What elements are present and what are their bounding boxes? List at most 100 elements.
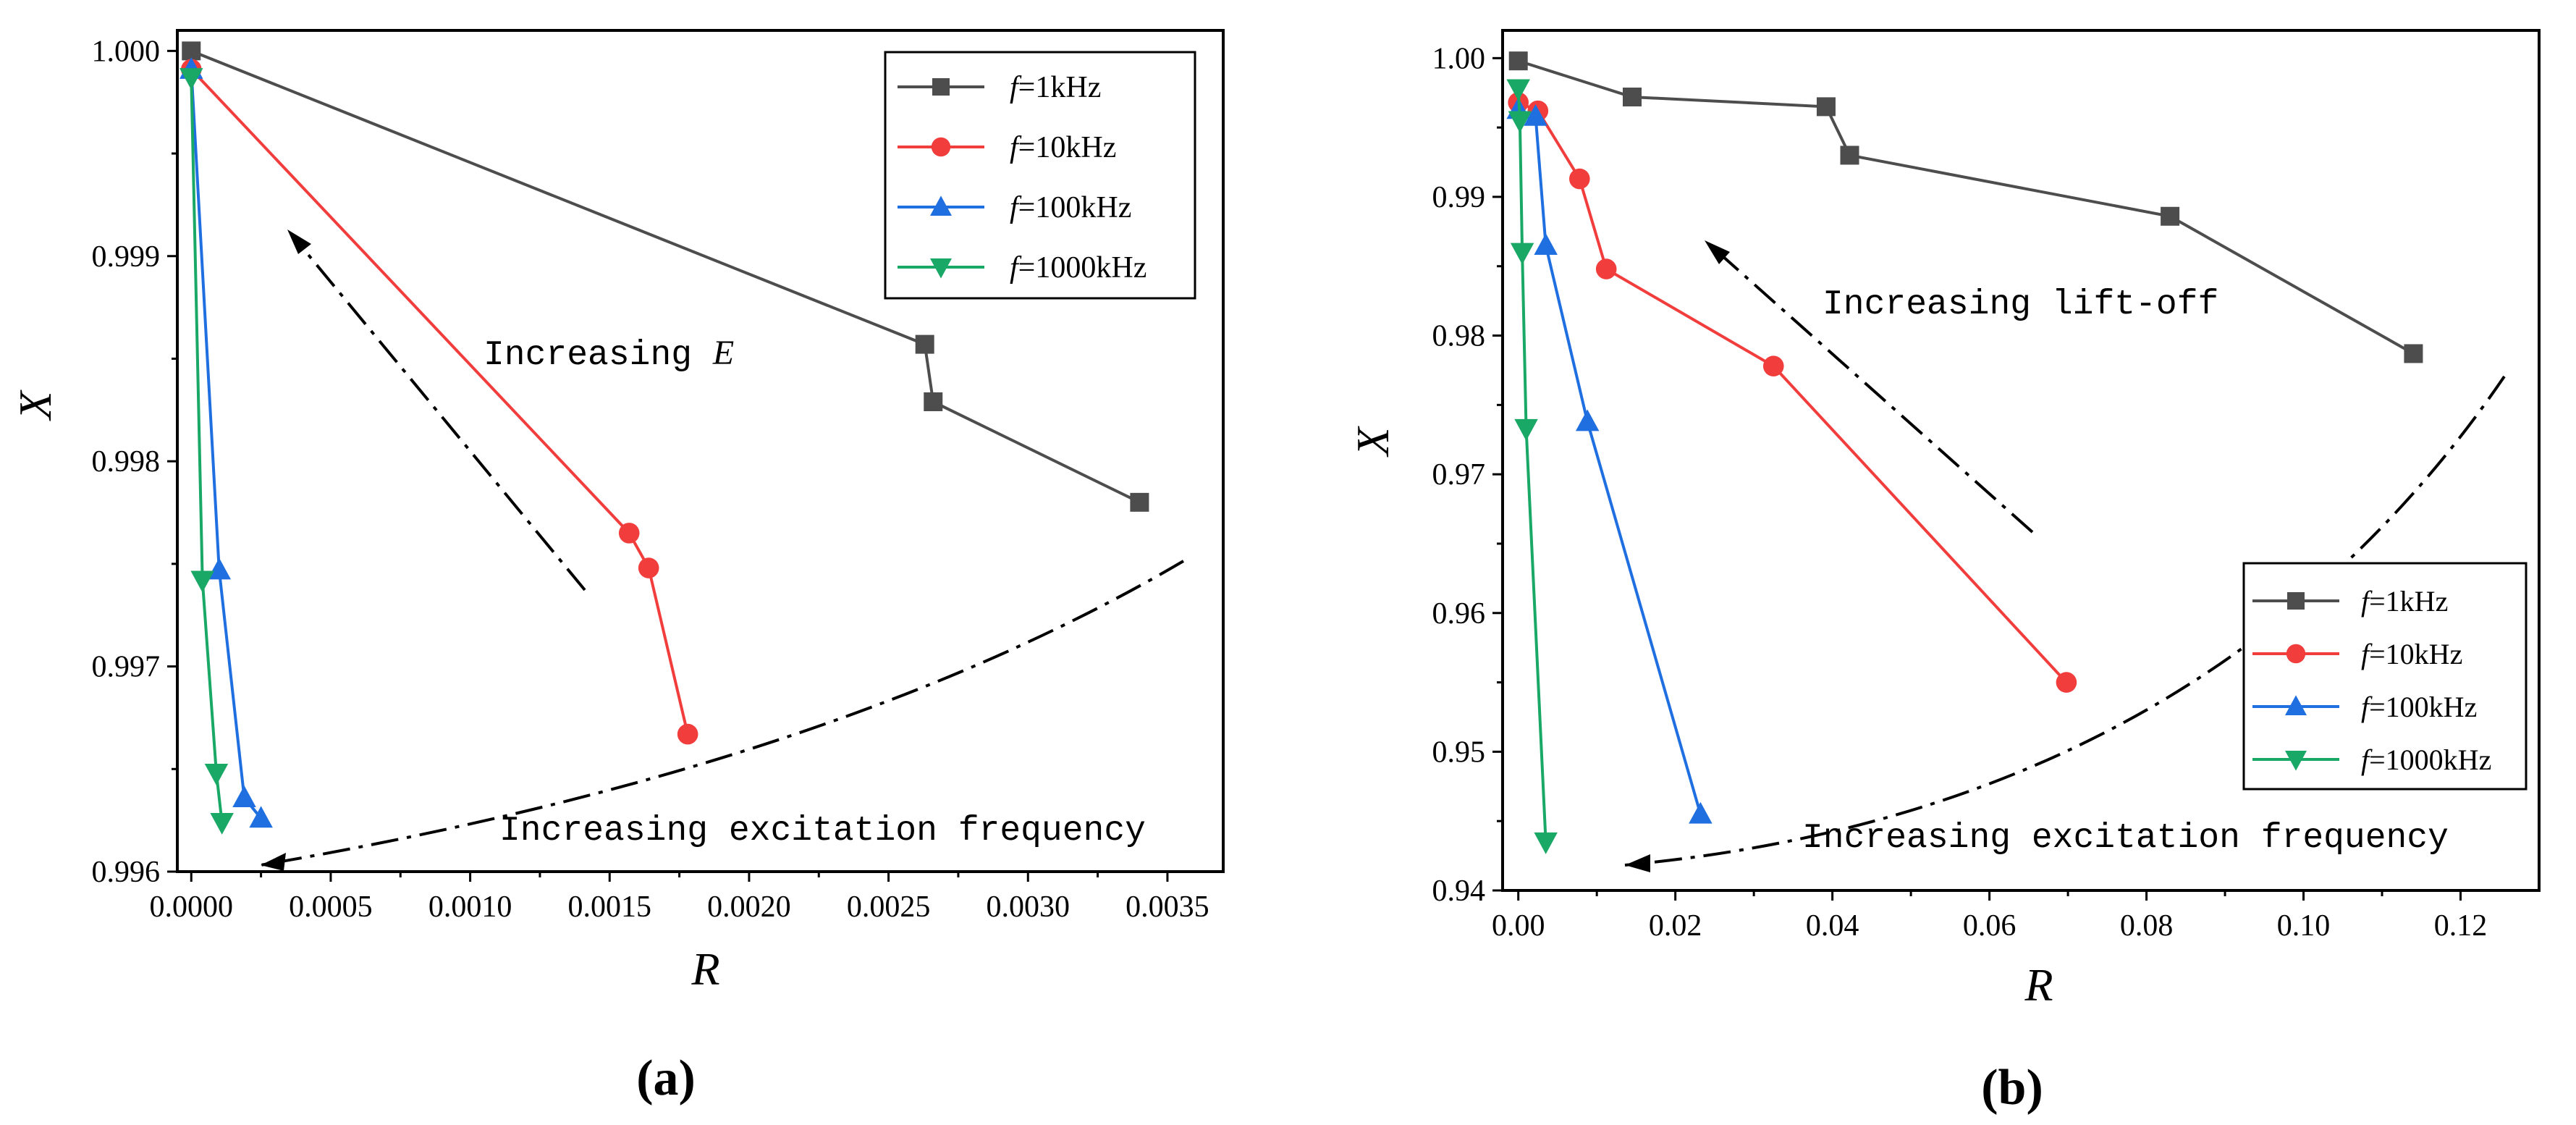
annotation-increasing-e-text: Increasing [483,336,713,375]
data-point-1000kHz [190,570,214,593]
x-tick-label: 0.0035 [1126,890,1209,924]
panel-b: 0.00 0.02 0.04 0.06 0.08 0.10 0.12 0.940.950.9… [1347,29,2541,1116]
data-point-10kHz [1762,355,1784,377]
y-tick-labels-b: 0.94 0.95 0.96 0.97 0.98 0.99 1.00 [1432,42,1486,908]
annotation-excitation-frequency-a: Increasing excitation frequency [499,812,1146,851]
x-tick-label: 0.04 [1806,909,1859,943]
y-tick-label: 0.95 [1432,736,1486,769]
legend-frequency: =10kHz [1018,131,1117,164]
x-tick-label: 0.12 [2434,909,2488,943]
data-point-1000kHz [1506,79,1530,101]
legend-frequency: =10kHz [2369,638,2462,670]
annotation-e-symbol: E [712,334,734,372]
data-point-1kHz [2161,206,2180,226]
series-line-100kHz [190,69,263,819]
series-layer-a [180,41,1149,835]
y-tick-label: 1.00 [1432,42,1486,75]
x-tick-label: 0.00 [1492,909,1545,943]
x-axis-label-b: R [2024,959,2053,1011]
y-tick-label: 0.97 [1432,458,1486,492]
annotation-increasing-lift-off: Increasing lift-off [1823,285,2218,324]
legend-label-10kHz: f=10kHz [1010,131,1116,164]
series-line-100kHz [1517,108,1702,815]
data-point-100kHz [1689,801,1713,824]
x-axis-label-a: R [691,943,719,995]
y-axis-label-a: X [9,389,61,422]
legend-frequency: =100kHz [2369,691,2477,723]
legend-marker-10kHz [931,137,951,157]
annotation-excitation-frequency-b: Increasing excitation frequency [1802,819,2449,858]
tick-marks-a [167,49,1169,882]
curved-arrow-head-b [1625,854,1650,872]
x-tick-labels-a: 0.0000 0.0005 0.0010 0.0015 0.0020 0.0025 0.00… [150,890,1209,924]
panel-label-b: (b) [1981,1060,2043,1116]
series-layer-b [1506,51,2423,854]
data-point-10kHz [677,723,698,745]
y-tick-label: 0.999 [92,240,161,274]
legend-label-100kHz: f=100kHz [2361,691,2477,723]
y-tick-label: 0.96 [1432,597,1486,631]
legend-marker-100kHz [930,195,952,216]
y-tick-label: 0.998 [92,445,161,479]
data-point-1000kHz [1514,418,1538,441]
straight-arrow-a [297,241,586,591]
legend-frequency: =1kHz [1018,71,1102,104]
y-tick-label: 0.99 [1432,181,1486,214]
legend-label-100kHz: f=100kHz [1010,191,1131,224]
x-tick-label: 0.0015 [568,890,652,924]
x-tick-label: 0.08 [2120,909,2174,943]
series-line-1kHz [1518,59,2415,355]
legend-marker-1kHz [2287,592,2305,610]
data-point-10kHz [2056,672,2077,693]
series-line-1000kHz [190,77,224,823]
x-tick-label: 0.0010 [428,890,512,924]
data-point-1kHz [1130,492,1149,512]
y-axis-label-b: X [1347,426,1398,458]
data-point-1kHz [1840,146,1859,165]
annotation-increasing-e: Increasing E [483,334,734,375]
x-tick-label: 0.02 [1649,909,1702,943]
legend-label-1kHz: f=1kHz [1010,71,1101,104]
x-tick-label: 0.0000 [150,890,234,924]
legend-b: f=1kHz f=10kHz f=100kHz f=1000kHz [2252,585,2491,776]
data-point-10kHz [1569,168,1590,190]
plot-frame-a [176,29,1225,873]
y-tick-label: 0.996 [92,856,161,889]
y-tick-label: 0.98 [1432,320,1486,353]
data-point-1kHz [2404,344,2423,363]
legend-marker-100kHz [2285,695,2307,715]
curved-arrow-b [1624,375,2506,867]
data-point-1kHz [1816,97,1836,117]
data-point-1kHz [924,392,943,411]
data-point-1000kHz [180,68,203,90]
data-point-10kHz [638,557,659,578]
legend-label-1kHz: f=1kHz [2361,585,2448,618]
data-point-1000kHz [1534,832,1558,854]
y-tick-label: 0.997 [92,651,161,684]
legend-frequency: =1000kHz [2369,743,2491,776]
legend-label-1000kHz: f=1000kHz [2361,743,2491,776]
data-point-1000kHz [1510,243,1534,265]
legend-frequency: =100kHz [1018,191,1132,224]
tick-marks-b [1492,56,2462,901]
straight-arrow-head-b [1705,240,1730,264]
data-point-1kHz [1623,87,1642,106]
panel-label-a: (a) [636,1050,696,1106]
y-tick-label: 1.000 [92,35,161,68]
x-tick-label: 0.0025 [847,890,931,924]
legend-a: f=1kHz f=10kHz f=100kHz f=1000kHz [898,71,1146,285]
y-tick-label: 0.94 [1432,875,1486,908]
x-tick-label: 0.0030 [987,890,1070,924]
legend-marker-1kHz [932,78,950,96]
legend-label-10kHz: f=10kHz [2361,638,2462,670]
x-tick-label: 0.0005 [289,890,373,924]
data-point-1000kHz [1508,111,1532,133]
data-point-100kHz [1575,409,1600,431]
data-point-100kHz [249,806,273,828]
x-tick-label: 0.10 [2277,909,2331,943]
legend-marker-1000kHz [930,258,952,279]
x-tick-labels-b: 0.00 0.02 0.04 0.06 0.08 0.10 0.12 [1492,909,2487,943]
legend-marker-10kHz [2286,644,2306,664]
straight-arrow-head-a [287,229,311,254]
